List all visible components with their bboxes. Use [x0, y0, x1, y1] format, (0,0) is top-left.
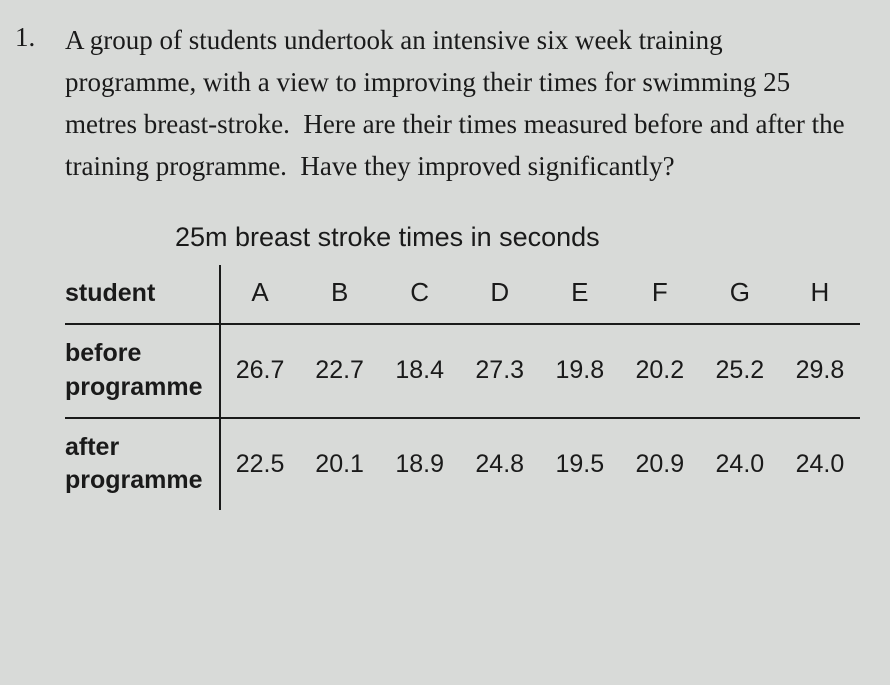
- data-cell: 25.2: [700, 324, 780, 418]
- data-cell: 20.1: [300, 418, 380, 511]
- data-cell: 24.8: [460, 418, 540, 511]
- data-cell: 19.5: [540, 418, 620, 511]
- table-row: before programme 26.7 22.7 18.4 27.3 19.…: [65, 324, 860, 418]
- data-cell: 26.7: [220, 324, 300, 418]
- question-number: 1.: [15, 20, 65, 53]
- table-section: 25m breast stroke times in seconds stude…: [65, 222, 860, 510]
- data-cell: 27.3: [460, 324, 540, 418]
- question-block: 1. A group of students undertook an inte…: [15, 20, 860, 187]
- col-header-B: B: [300, 265, 380, 324]
- row-label-before: before programme: [65, 324, 220, 418]
- col-header-A: A: [220, 265, 300, 324]
- row-label-after: after programme: [65, 418, 220, 511]
- table-title: 25m breast stroke times in seconds: [175, 222, 860, 253]
- col-header-G: G: [700, 265, 780, 324]
- col-header-E: E: [540, 265, 620, 324]
- col-header-H: H: [780, 265, 860, 324]
- col-header-D: D: [460, 265, 540, 324]
- col-header-F: F: [620, 265, 700, 324]
- question-text: A group of students undertook an intensi…: [65, 20, 860, 187]
- table-row: after programme 22.5 20.1 18.9 24.8 19.5…: [65, 418, 860, 511]
- data-cell: 24.0: [700, 418, 780, 511]
- data-cell: 19.8: [540, 324, 620, 418]
- data-cell: 22.5: [220, 418, 300, 511]
- data-cell: 20.9: [620, 418, 700, 511]
- table-header-row: student A B C D E F G H: [65, 265, 860, 324]
- data-cell: 24.0: [780, 418, 860, 511]
- data-cell: 18.9: [380, 418, 460, 511]
- data-cell: 22.7: [300, 324, 380, 418]
- data-cell: 20.2: [620, 324, 700, 418]
- col-header-C: C: [380, 265, 460, 324]
- data-table: student A B C D E F G H before programme…: [65, 265, 860, 510]
- data-cell: 29.8: [780, 324, 860, 418]
- data-cell: 18.4: [380, 324, 460, 418]
- table-header-label: student: [65, 265, 220, 324]
